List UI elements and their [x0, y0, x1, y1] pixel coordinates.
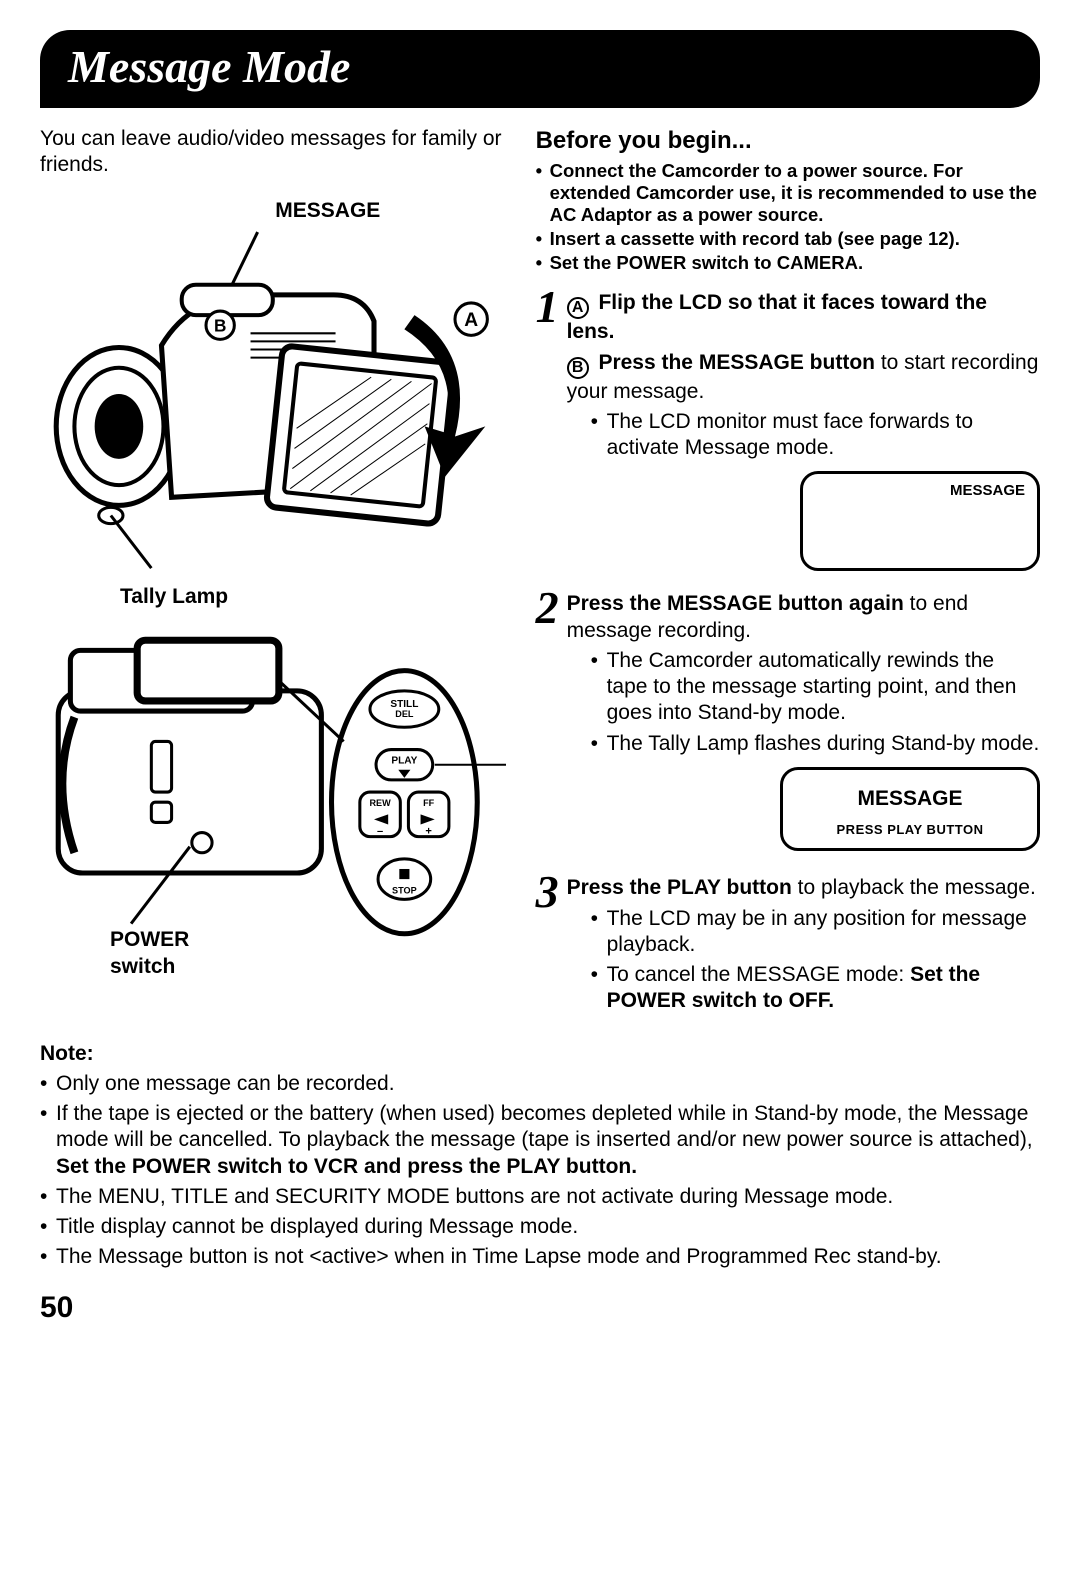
note-item: The Message button is not <active> when …	[40, 1244, 1040, 1270]
step-1: 1 A Flip the LCD so that it faces toward…	[536, 290, 1040, 585]
play-button-label: PLAY	[391, 756, 417, 767]
step-number: 1	[536, 286, 559, 585]
ff-button-label: FF	[423, 798, 435, 808]
page-number: 50	[40, 1289, 1040, 1327]
step2-bullet: The Camcorder automatically rewinds the …	[591, 648, 1040, 727]
svg-text:+: +	[425, 826, 432, 838]
title-banner: Message Mode	[40, 30, 1040, 108]
note-item: The MENU, TITLE and SECURITY MODE button…	[40, 1184, 1040, 1210]
before-item: Insert a cassette with record tab (see p…	[536, 228, 1040, 250]
step2-head-bold: Press the MESSAGE button again	[567, 592, 904, 615]
message-label: MESSAGE	[150, 198, 506, 224]
diagram-camcorder-controls: STILL DEL PLAY REW FF – + STOP	[40, 620, 506, 980]
step3-bullet2-pre: To cancel the MESSAGE mode:	[607, 963, 910, 986]
step3-bullet: The LCD may be in any position for messa…	[591, 906, 1040, 959]
lcd2-line1: MESSAGE	[795, 786, 1025, 812]
diagram-camcorder-lcd: MESSAGE	[40, 198, 506, 610]
note-item: Title display cannot be displayed during…	[40, 1214, 1040, 1240]
step3-head-bold: Press the PLAY button	[567, 876, 792, 899]
circled-b-icon: B	[567, 357, 589, 379]
camcorder-illustration-2: STILL DEL PLAY REW FF – + STOP	[40, 620, 506, 954]
two-column-layout: You can leave audio/video messages for f…	[40, 126, 1040, 1031]
left-column: You can leave audio/video messages for f…	[40, 126, 506, 1031]
step3-head-rest: to playback the message.	[792, 876, 1036, 899]
note-heading: Note:	[40, 1041, 1040, 1067]
before-heading: Before you begin...	[536, 126, 1040, 156]
step2-bullet: The Tally Lamp flashes during Stand-by m…	[591, 731, 1040, 757]
notes-list: Only one message can be recorded. If the…	[40, 1071, 1040, 1271]
right-column: Before you begin... Connect the Camcorde…	[536, 126, 1040, 1031]
step-number: 2	[536, 587, 559, 869]
step-3: 3 Press the PLAY button to playback the …	[536, 875, 1040, 1024]
page-title: Message Mode	[68, 38, 1012, 96]
intro-text: You can leave audio/video messages for f…	[40, 126, 506, 179]
note2-pre: If the tape is ejected or the battery (w…	[56, 1102, 1033, 1151]
lcd-display-2: MESSAGE PRESS PLAY BUTTON	[780, 767, 1040, 852]
step-number: 3	[536, 871, 559, 1024]
lcd-display-1: MESSAGE	[800, 471, 1040, 571]
svg-text:–: –	[377, 826, 383, 838]
before-list: Connect the Camcorder to a power source.…	[536, 160, 1040, 275]
step3-bullet: To cancel the MESSAGE mode: Set the POWE…	[591, 962, 1040, 1015]
note-item: If the tape is ejected or the battery (w…	[40, 1101, 1040, 1180]
lcd1-label: MESSAGE	[950, 482, 1025, 499]
before-item: Set the POWER switch to CAMERA.	[536, 252, 1040, 274]
badge-b-icon: B	[214, 316, 226, 336]
badge-a-icon: A	[464, 310, 478, 331]
note2-bold: Set the POWER switch to VCR and press th…	[56, 1155, 637, 1178]
circled-a-icon: A	[567, 297, 589, 319]
camcorder-illustration-1: B	[40, 224, 506, 588]
step1-a-text: Flip the LCD so that it faces toward the…	[567, 291, 987, 343]
still-del-button-label2: DEL	[395, 709, 414, 719]
step-2: 2 Press the MESSAGE button again to end …	[536, 591, 1040, 869]
step1-b-bold: Press the MESSAGE button	[598, 351, 875, 374]
before-item: Connect the Camcorder to a power source.…	[536, 160, 1040, 227]
rew-button-label: REW	[369, 798, 391, 808]
step1-bullet: The LCD monitor must face forwards to ac…	[591, 409, 1040, 462]
stop-button-label: STOP	[392, 885, 417, 895]
note-item: Only one message can be recorded.	[40, 1071, 1040, 1097]
power-switch-text: POWER switch	[110, 928, 189, 977]
lcd2-line2: PRESS PLAY BUTTON	[795, 822, 1025, 838]
